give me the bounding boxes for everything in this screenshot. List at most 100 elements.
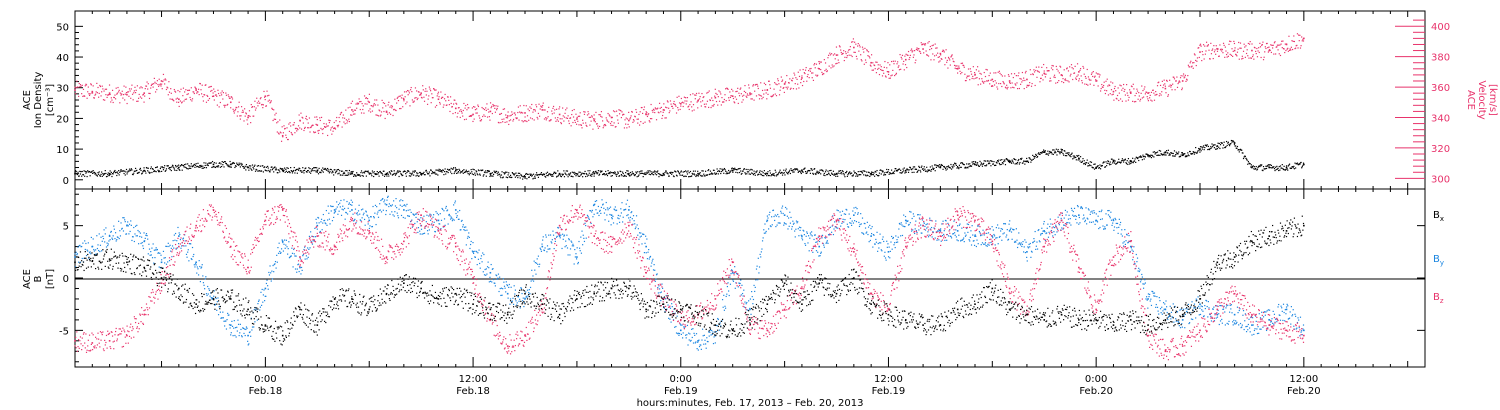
velocity-point xyxy=(143,92,146,94)
density-sample xyxy=(1244,155,1246,157)
density-sample xyxy=(820,173,822,175)
velocity-sample xyxy=(474,106,476,108)
velocity-sample xyxy=(118,89,120,91)
density-sample xyxy=(433,172,435,174)
density-sample xyxy=(1233,141,1235,143)
density-sample xyxy=(325,168,327,170)
density-sample xyxy=(944,167,947,170)
density-sample xyxy=(1264,168,1266,170)
velocity-point xyxy=(385,110,388,113)
density-sample xyxy=(928,169,930,171)
density-sample xyxy=(865,175,867,177)
velocity-sample xyxy=(1281,40,1283,42)
density-sample xyxy=(925,170,927,172)
density-sample xyxy=(171,166,173,168)
density-sample xyxy=(1211,143,1213,145)
density-sample xyxy=(412,170,414,172)
by-sample xyxy=(227,312,229,315)
velocity-sample xyxy=(581,127,583,129)
density-sample xyxy=(1204,144,1206,146)
velocity-sample xyxy=(1199,43,1202,45)
velocity-sample xyxy=(966,77,968,79)
density-sample xyxy=(1173,155,1175,157)
velocity-sample xyxy=(452,112,454,115)
velocity-sample xyxy=(706,92,708,94)
velocity-point xyxy=(420,92,422,94)
density-sample xyxy=(243,167,245,169)
by-sample xyxy=(175,248,177,250)
velocity-sample xyxy=(1223,44,1225,46)
velocity-sample xyxy=(306,118,308,121)
velocity-sample xyxy=(1202,44,1205,46)
by-sample xyxy=(141,236,143,238)
velocity-sample xyxy=(797,83,799,85)
density-sample xyxy=(164,165,166,167)
velocity-sample xyxy=(701,100,704,102)
density-sample xyxy=(935,164,937,166)
velocity-sample xyxy=(245,113,248,115)
density-sample xyxy=(1051,153,1053,155)
density-sample xyxy=(576,174,578,176)
density-sample xyxy=(1104,166,1106,168)
density-sample xyxy=(696,174,698,177)
density-sample xyxy=(746,173,748,175)
density-sample xyxy=(190,163,192,165)
density-sample xyxy=(668,175,670,177)
density-sample xyxy=(1066,155,1068,157)
density-sample xyxy=(170,166,172,169)
velocity-sample xyxy=(277,121,279,123)
density-sample xyxy=(1253,168,1255,170)
by-sample xyxy=(91,246,93,248)
density-sample xyxy=(1288,164,1290,166)
velocity-sample xyxy=(403,100,405,102)
density-sample xyxy=(686,173,689,175)
velocity-sample xyxy=(305,117,307,120)
density-sample xyxy=(786,172,788,174)
velocity-sample xyxy=(84,95,86,97)
velocity-sample xyxy=(981,78,983,80)
density-sample xyxy=(399,171,401,173)
velocity-sample xyxy=(987,80,989,82)
velocity-sample xyxy=(121,93,123,95)
density-sample xyxy=(1068,152,1070,154)
velocity-sample xyxy=(862,48,864,50)
density-sample xyxy=(814,168,816,170)
density-sample xyxy=(1155,152,1157,154)
velocity-sample xyxy=(187,93,189,95)
velocity-sample xyxy=(859,46,861,48)
velocity-sample xyxy=(1061,81,1063,83)
by-sample xyxy=(206,294,208,297)
velocity-sample xyxy=(734,102,736,104)
velocity-sample xyxy=(109,93,111,96)
density-sample xyxy=(168,166,171,169)
density-sample xyxy=(921,168,924,170)
density-sample xyxy=(918,165,920,167)
velocity-sample xyxy=(674,103,676,105)
by-point xyxy=(870,235,872,237)
velocity-sample xyxy=(911,51,913,53)
density-sample xyxy=(715,173,717,175)
by-sample xyxy=(122,230,125,232)
velocity-sample xyxy=(672,103,675,105)
velocity-sample xyxy=(103,90,105,92)
velocity-sample xyxy=(338,116,340,119)
density-sample xyxy=(674,170,676,173)
density-sample xyxy=(242,166,245,168)
density-sample xyxy=(1147,155,1149,157)
velocity-sample xyxy=(468,115,470,118)
velocity-sample xyxy=(705,103,707,105)
velocity-sample xyxy=(683,96,686,98)
density-sample xyxy=(609,171,612,173)
density-sample xyxy=(910,168,912,170)
velocity-sample xyxy=(1241,55,1243,57)
velocity-sample xyxy=(1210,53,1213,55)
density-sample xyxy=(552,175,554,177)
density-sample xyxy=(797,169,799,171)
density-sample xyxy=(1239,148,1242,150)
density-point xyxy=(1078,157,1080,160)
velocity-sample xyxy=(489,119,491,121)
velocity-sample xyxy=(1253,58,1255,60)
density-sample xyxy=(480,169,483,172)
velocity-sample xyxy=(532,109,535,111)
density-sample xyxy=(840,171,842,174)
